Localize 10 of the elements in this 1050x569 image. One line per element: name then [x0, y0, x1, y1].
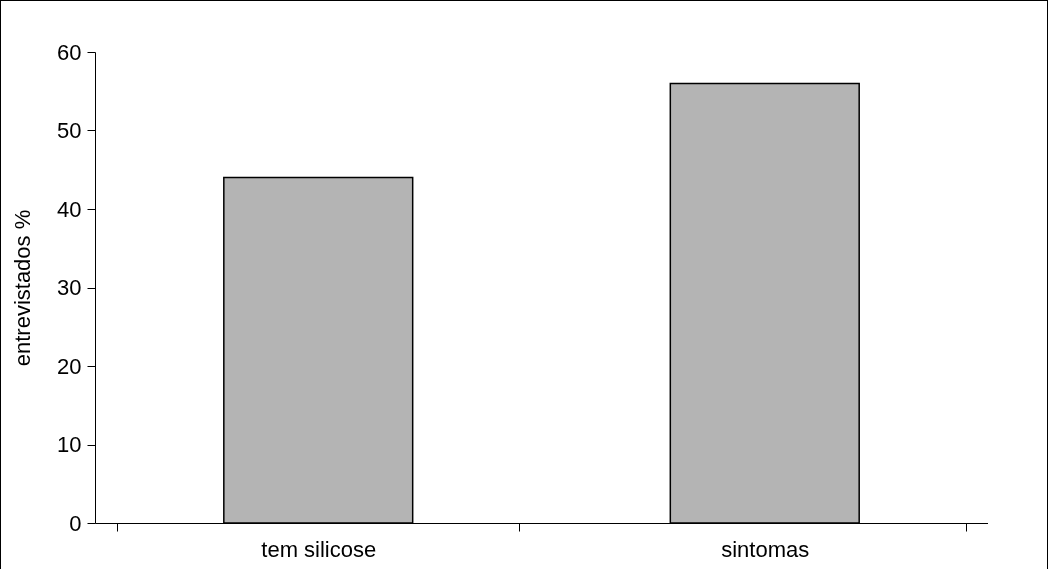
y-tick-label: 60 [57, 39, 82, 65]
y-tick-label: 0 [69, 510, 82, 536]
y-tick-label: 10 [57, 432, 82, 457]
x-tick-label: tem silicose [261, 536, 377, 562]
y-tick-label: 30 [57, 275, 82, 300]
y-tick-label: 50 [57, 118, 82, 143]
x-tick-label: sintomas [721, 536, 810, 562]
y-tick-label: 40 [57, 196, 82, 222]
y-tick-label: 20 [57, 353, 82, 379]
y-axis-title: entrevistados % [10, 209, 36, 367]
